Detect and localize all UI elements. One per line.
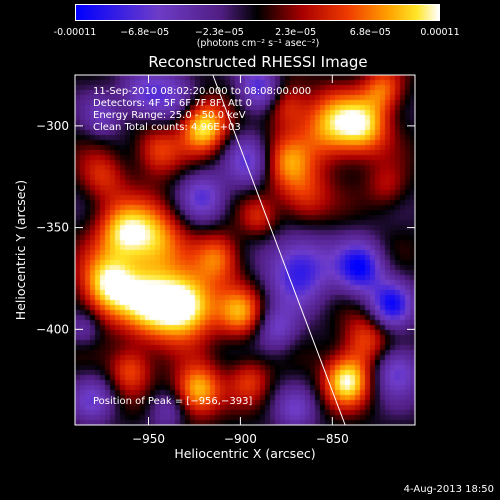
plot-frame xyxy=(74,74,416,426)
x-tick-label: −900 xyxy=(224,432,257,446)
y-tick-label: −400 xyxy=(36,322,69,336)
info-time-range: 11-Sep-2010 08:02:20.000 to 08:08:00.000 xyxy=(93,86,312,97)
y-axis-label: Heliocentric Y (arcsec) xyxy=(13,180,28,320)
heatmap-image xyxy=(75,75,415,425)
colorbar-tick-label: −2.3e−05 xyxy=(194,27,244,38)
x-tick-label: −950 xyxy=(132,432,165,446)
y-tick-label: −350 xyxy=(36,221,69,235)
colorbar-units: (photons cm⁻² s⁻¹ asec⁻²) xyxy=(196,38,320,49)
y-tick-label: −300 xyxy=(36,119,69,133)
chart-title: Reconstructed RHESSI Image xyxy=(148,53,368,71)
colorbar-tick-label: −6.8e−05 xyxy=(120,27,170,38)
footer-date: 4-Aug-2013 18:50 xyxy=(403,484,494,495)
colorbar-tick-label: -0.00011 xyxy=(53,27,97,38)
colorbar xyxy=(75,4,440,21)
info-detectors: Detectors: 4F 5F 6F 7F 8F, Att 0 xyxy=(93,98,253,109)
x-tick-label: −850 xyxy=(316,432,349,446)
colorbar-tick-label: 0.00011 xyxy=(420,27,460,38)
peak-position-label: Position of Peak = [−956,−393] xyxy=(93,396,253,407)
x-axis-label: Heliocentric X (arcsec) xyxy=(174,446,315,461)
colorbar-tick-label: 6.8e−05 xyxy=(349,27,391,38)
colorbar-gradient xyxy=(76,5,439,20)
info-clean-counts: Clean Total counts: 4.96E+03 xyxy=(93,122,241,133)
solar-limb-line xyxy=(212,74,346,426)
info-energy-range: Energy Range: 25.0 - 50.0 keV xyxy=(93,110,246,121)
colorbar-tick-label: 2.3e−05 xyxy=(275,27,317,38)
